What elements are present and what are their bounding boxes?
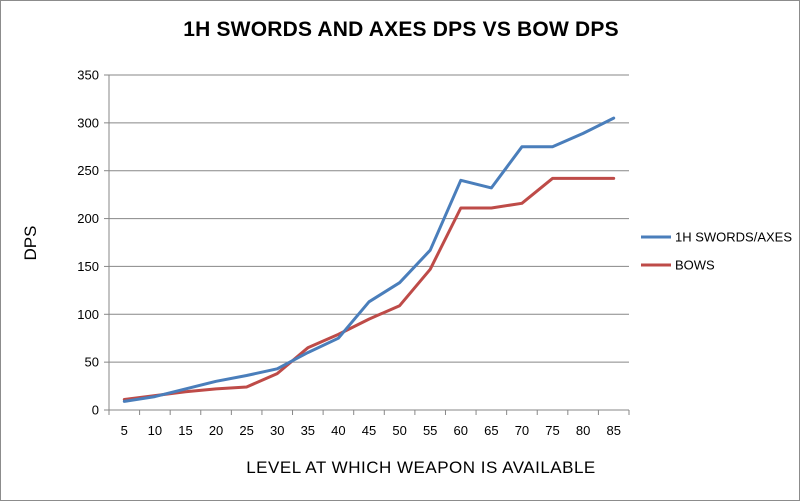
x-tick-label: 20 xyxy=(209,423,223,438)
x-tick-label: 65 xyxy=(484,423,498,438)
gridlines xyxy=(109,74,629,363)
legend-label: 1H SWORDS/AXES xyxy=(675,230,792,245)
y-tick-label: 200 xyxy=(77,211,99,226)
series-line-0 xyxy=(122,116,616,403)
y-tick-label: 250 xyxy=(77,163,99,178)
x-tick-label: 70 xyxy=(515,423,529,438)
series-line-1 xyxy=(122,176,616,401)
x-tick-label: 30 xyxy=(270,423,284,438)
legend: 1H SWORDS/AXES BOWS xyxy=(641,230,792,273)
x-tick-label: 35 xyxy=(301,423,315,438)
x-tick-label: 5 xyxy=(121,423,128,438)
y-tick-label: 300 xyxy=(77,115,99,130)
x-tick-label: 15 xyxy=(178,423,192,438)
y-tick-label: 0 xyxy=(92,403,99,418)
y-tick-label: 350 xyxy=(77,68,99,83)
x-tick-label: 10 xyxy=(148,423,162,438)
chart-title: 1H SWORDS AND AXES DPS VS BOW DPS xyxy=(183,18,619,41)
series-lines xyxy=(122,116,616,403)
x-tick-label: 85 xyxy=(606,423,620,438)
x-tick-label: 75 xyxy=(545,423,559,438)
y-tick-label: 50 xyxy=(85,355,99,370)
x-tick-label: 45 xyxy=(362,423,376,438)
x-tick-label: 80 xyxy=(576,423,590,438)
x-tick-labels: 5 10 15 20 25 30 35 40 45 50 55 60 65 70 75 80 85 xyxy=(121,423,621,438)
axes xyxy=(104,74,630,415)
legend-label: BOWS xyxy=(675,258,715,273)
y-tick-labels: 0 50 100 150 200 250 300 350 xyxy=(77,68,99,418)
y-tick-label: 150 xyxy=(77,259,99,274)
x-tick-label: 60 xyxy=(454,423,468,438)
x-tick-label: 40 xyxy=(331,423,345,438)
y-tick-label: 100 xyxy=(77,307,99,322)
x-tick-label: 50 xyxy=(392,423,406,438)
x-tick-label: 55 xyxy=(423,423,437,438)
x-axis-label: LEVEL AT WHICH WEAPON IS AVAILABLE xyxy=(246,458,596,477)
x-tick-label: 25 xyxy=(239,423,253,438)
